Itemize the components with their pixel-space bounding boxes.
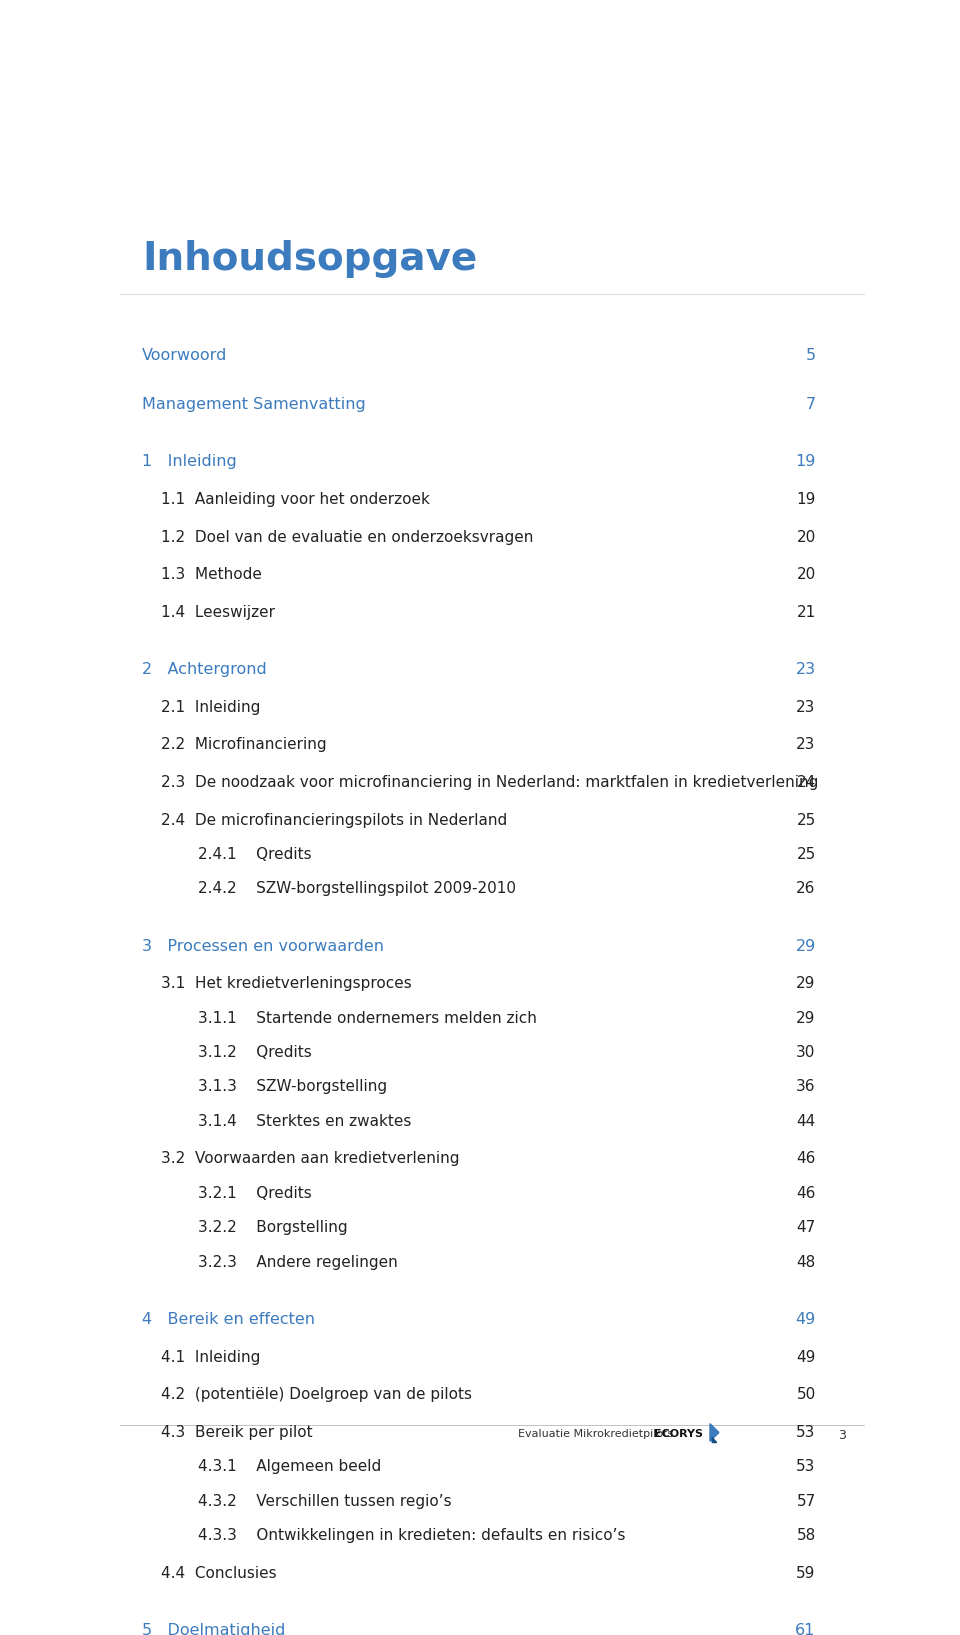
Text: 5: 5 [805, 348, 816, 363]
Text: 24: 24 [797, 775, 816, 790]
Text: 25: 25 [797, 813, 816, 827]
Text: 20: 20 [797, 567, 816, 582]
Text: 30: 30 [796, 1045, 816, 1059]
Text: 1.4  Leeswijzer: 1.4 Leeswijzer [161, 605, 275, 620]
Text: 4.3.3    Ontwikkelingen in kredieten: defaults en risico’s: 4.3.3 Ontwikkelingen in kredieten: defau… [198, 1529, 626, 1543]
Text: 7: 7 [805, 397, 816, 412]
Text: 3.2.3    Andere regelingen: 3.2.3 Andere regelingen [198, 1254, 397, 1270]
Text: 29: 29 [796, 938, 816, 953]
Text: 4.3.2    Verschillen tussen regio’s: 4.3.2 Verschillen tussen regio’s [198, 1493, 452, 1509]
Text: 3.1.2    Qredits: 3.1.2 Qredits [198, 1045, 312, 1059]
Text: 50: 50 [797, 1386, 816, 1403]
Text: Evaluatie Mikrokredietpilots: Evaluatie Mikrokredietpilots [518, 1429, 673, 1439]
Text: 36: 36 [796, 1079, 816, 1094]
Text: 2.4  De microfinancieringspilots in Nederland: 2.4 De microfinancieringspilots in Neder… [161, 813, 507, 827]
Text: 49: 49 [796, 1349, 816, 1365]
Text: 2.4.1    Qredits: 2.4.1 Qredits [198, 847, 312, 862]
Text: 1   Inleiding: 1 Inleiding [142, 455, 237, 469]
Text: 57: 57 [797, 1493, 816, 1509]
Text: 47: 47 [797, 1220, 816, 1234]
Text: 3.2  Voorwaarden aan kredietverlening: 3.2 Voorwaarden aan kredietverlening [161, 1151, 460, 1166]
Text: 23: 23 [796, 700, 816, 714]
Text: 1.1  Aanleiding voor het onderzoek: 1.1 Aanleiding voor het onderzoek [161, 492, 430, 507]
Text: 25: 25 [797, 847, 816, 862]
Text: 44: 44 [797, 1113, 816, 1128]
Polygon shape [710, 1424, 719, 1442]
Text: 2   Achtergrond: 2 Achtergrond [142, 662, 267, 677]
Text: 4.2  (potentiële) Doelgroep van de pilots: 4.2 (potentiële) Doelgroep van de pilots [161, 1386, 472, 1403]
Text: 1.3  Methode: 1.3 Methode [161, 567, 262, 582]
Text: Management Samenvatting: Management Samenvatting [142, 397, 366, 412]
Text: 21: 21 [797, 605, 816, 620]
Text: Voorwoord: Voorwoord [142, 348, 228, 363]
Text: 3.1.1    Startende ondernemers melden zich: 3.1.1 Startende ondernemers melden zich [198, 1010, 537, 1025]
Text: 3.1.4    Sterktes en zwaktes: 3.1.4 Sterktes en zwaktes [198, 1113, 412, 1128]
Polygon shape [712, 1437, 717, 1442]
Text: 5   Doelmatigheid: 5 Doelmatigheid [142, 1624, 286, 1635]
Text: 19: 19 [796, 492, 816, 507]
Text: 23: 23 [796, 737, 816, 752]
Text: 53: 53 [796, 1458, 816, 1475]
Text: 3.1  Het kredietverleningsproces: 3.1 Het kredietverleningsproces [161, 976, 412, 991]
Text: 59: 59 [796, 1566, 816, 1581]
Text: 3   Processen en voorwaarden: 3 Processen en voorwaarden [142, 938, 384, 953]
Text: 46: 46 [796, 1151, 816, 1166]
Text: ECORYS: ECORYS [654, 1429, 703, 1439]
Text: 2.1  Inleiding: 2.1 Inleiding [161, 700, 260, 714]
Text: 19: 19 [795, 455, 816, 469]
Text: 3.2.1    Qredits: 3.2.1 Qredits [198, 1185, 312, 1200]
Text: 58: 58 [797, 1529, 816, 1543]
Text: 2.2  Microfinanciering: 2.2 Microfinanciering [161, 737, 326, 752]
Text: 29: 29 [796, 976, 816, 991]
Text: 4.3.1    Algemeen beeld: 4.3.1 Algemeen beeld [198, 1458, 381, 1475]
Text: 46: 46 [796, 1185, 816, 1200]
Text: 4.3  Bereik per pilot: 4.3 Bereik per pilot [161, 1424, 313, 1440]
Text: 53: 53 [796, 1424, 816, 1440]
Text: 4   Bereik en effecten: 4 Bereik en effecten [142, 1311, 315, 1328]
Text: 20: 20 [797, 530, 816, 544]
Text: 1.2  Doel van de evaluatie en onderzoeksvragen: 1.2 Doel van de evaluatie en onderzoeksv… [161, 530, 534, 544]
Text: 3.1.3    SZW-borgstelling: 3.1.3 SZW-borgstelling [198, 1079, 387, 1094]
Text: 2.3  De noodzaak voor microfinanciering in Nederland: marktfalen in kredietverle: 2.3 De noodzaak voor microfinanciering i… [161, 775, 818, 790]
Text: 29: 29 [796, 1010, 816, 1025]
Text: 49: 49 [796, 1311, 816, 1328]
Text: 4.1  Inleiding: 4.1 Inleiding [161, 1349, 260, 1365]
Text: 61: 61 [795, 1624, 816, 1635]
Text: 23: 23 [796, 662, 816, 677]
Text: 3.2.2    Borgstelling: 3.2.2 Borgstelling [198, 1220, 348, 1234]
Text: 4.4  Conclusies: 4.4 Conclusies [161, 1566, 276, 1581]
Text: 26: 26 [796, 881, 816, 896]
Text: 48: 48 [797, 1254, 816, 1270]
Text: 2.4.2    SZW-borgstellingspilot 2009-2010: 2.4.2 SZW-borgstellingspilot 2009-2010 [198, 881, 516, 896]
Text: Inhoudsopgave: Inhoudsopgave [142, 240, 477, 278]
Text: 3: 3 [838, 1429, 846, 1442]
